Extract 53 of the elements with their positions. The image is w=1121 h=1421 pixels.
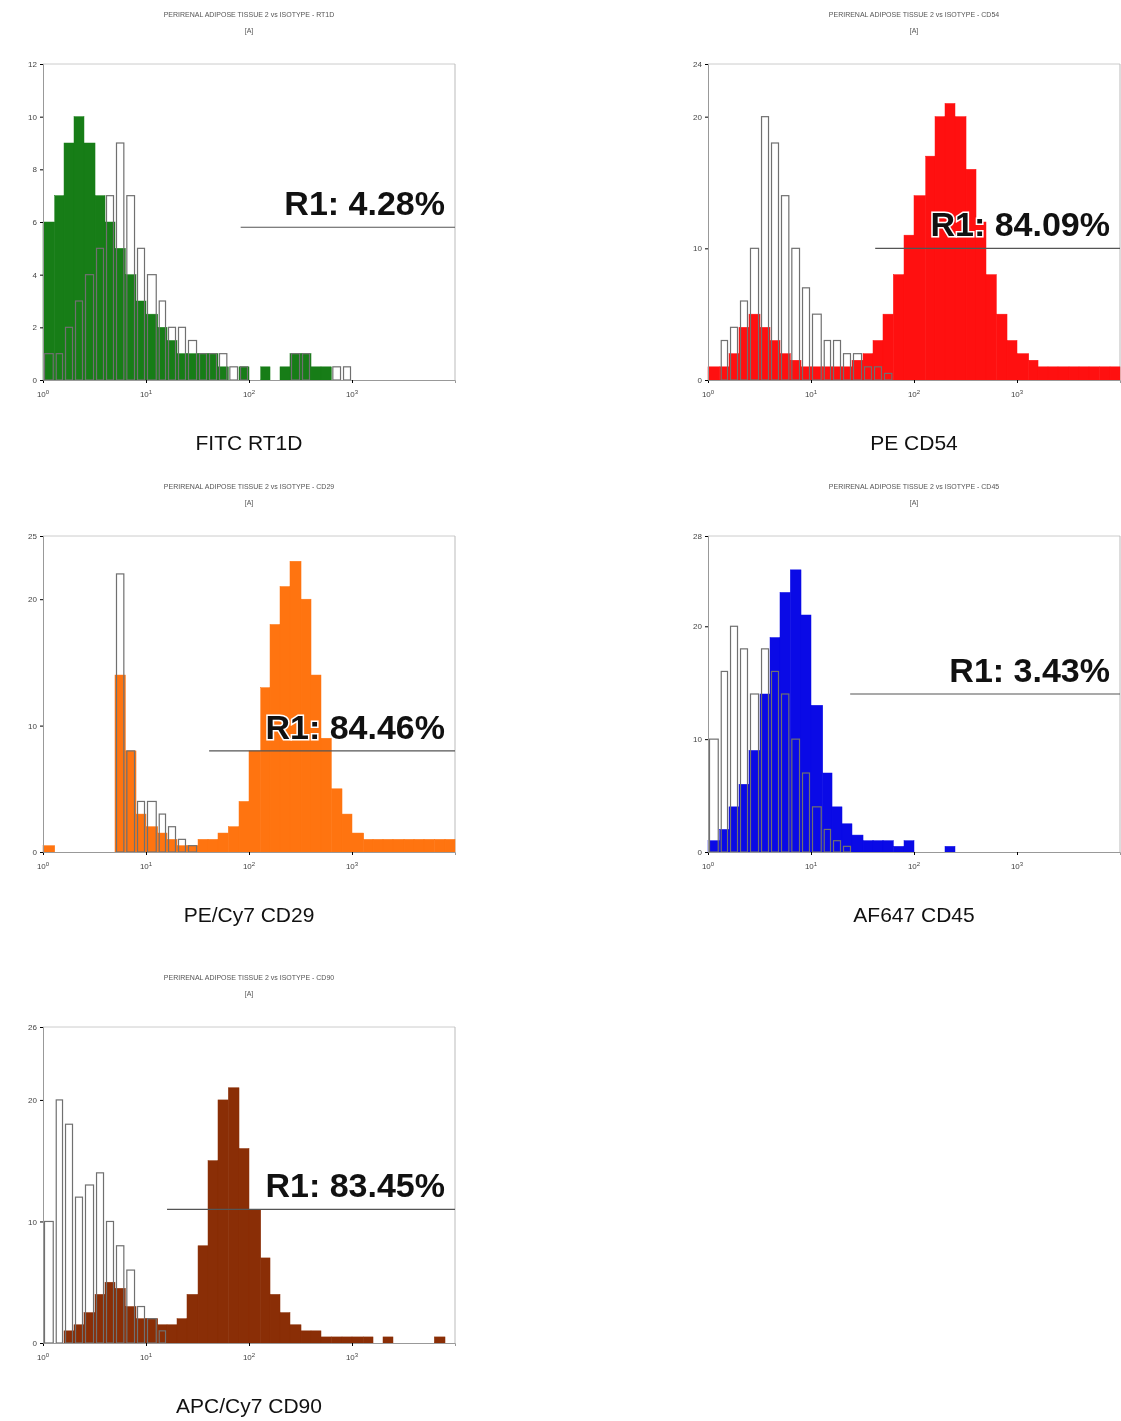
x-tick-label: 10$^{2}$ xyxy=(242,389,256,399)
x-axis-title: AF647 CD45 xyxy=(853,903,975,926)
y-tick-label: 2 xyxy=(32,323,38,333)
x-tick-label: 10$^{1}$ xyxy=(804,861,818,871)
y-tick-label: 26 xyxy=(28,1023,38,1033)
x-tick-label: 10$^{0}$ xyxy=(701,861,715,871)
x-tick-label: 10$^{1}$ xyxy=(139,389,153,399)
x-tick-label: 10$^{0}$ xyxy=(701,389,715,399)
x-tick-label: 10$^{1}$ xyxy=(139,1352,153,1362)
x-axis-title: FITC RT1D xyxy=(195,431,303,454)
y-tick-label: 0 xyxy=(32,848,38,858)
x-tick-label: 10$^{3}$ xyxy=(345,861,359,871)
y-tick-label: 0 xyxy=(697,376,703,386)
annotation: R1: 84.46% xyxy=(265,707,445,746)
y-tick-label: 20 xyxy=(693,112,703,122)
y-tick-label: 12 xyxy=(28,60,38,70)
y-tick-label: 24 xyxy=(693,60,703,70)
y-tick-label: 10 xyxy=(28,112,38,122)
annotation: R1: 83.45% xyxy=(265,1166,445,1205)
y-tick-label: 20 xyxy=(28,595,38,605)
x-tick-label: 10$^{3}$ xyxy=(345,389,359,399)
x-tick-label: 10$^{3}$ xyxy=(1010,861,1024,871)
y-tick-label: 10 xyxy=(28,721,38,731)
y-tick-label: 20 xyxy=(28,1095,38,1105)
y-tick-label: 10 xyxy=(693,244,703,254)
y-tick-label: 28 xyxy=(693,532,703,542)
x-tick-label: 10$^{2}$ xyxy=(907,861,921,871)
annotation: R1: 4.28% xyxy=(284,184,445,223)
x-tick-label: 10$^{0}$ xyxy=(36,861,50,871)
x-axis-title: PE CD54 xyxy=(870,431,959,454)
x-tick-label: 10$^{3}$ xyxy=(345,1352,359,1362)
y-tick-label: 0 xyxy=(697,848,703,858)
y-tick-label: 10 xyxy=(28,1217,38,1227)
x-tick-label: 10$^{1}$ xyxy=(139,861,153,871)
y-tick-label: 0 xyxy=(32,1339,38,1349)
y-tick-label: 8 xyxy=(32,165,38,175)
y-tick-label: 6 xyxy=(32,218,38,228)
x-tick-label: 10$^{2}$ xyxy=(907,389,921,399)
annotation: R1: 84.09% xyxy=(930,205,1110,244)
y-tick-label: 10 xyxy=(693,735,703,745)
x-tick-label: 10$^{1}$ xyxy=(804,389,818,399)
x-tick-label: 10$^{0}$ xyxy=(36,389,50,399)
y-tick-label: 0 xyxy=(32,376,38,386)
y-tick-label: 4 xyxy=(32,270,38,280)
x-tick-label: 10$^{0}$ xyxy=(36,1352,50,1362)
x-tick-label: 10$^{2}$ xyxy=(242,861,256,871)
annotation: R1: 3.43% xyxy=(949,651,1110,689)
x-axis-title: PE/Cy7 CD29 xyxy=(183,903,315,926)
x-tick-label: 10$^{3}$ xyxy=(1010,389,1024,399)
x-tick-label: 10$^{2}$ xyxy=(242,1352,256,1362)
y-tick-label: 20 xyxy=(693,622,703,632)
y-tick-label: 25 xyxy=(28,532,38,542)
x-axis-title: APC/Cy7 CD90 xyxy=(176,1394,322,1417)
